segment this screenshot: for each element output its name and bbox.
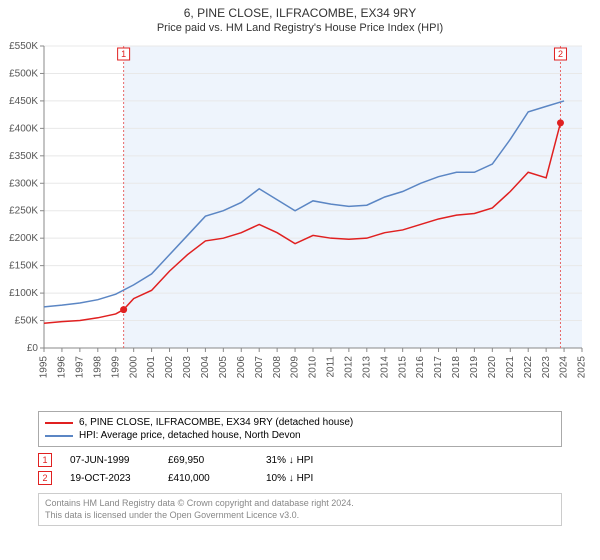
svg-text:2021: 2021 [505,356,516,379]
footer-box: Contains HM Land Registry data © Crown c… [38,493,562,526]
svg-text:2020: 2020 [487,356,498,379]
legend-swatch-blue [45,435,73,437]
svg-text:£50K: £50K [15,316,39,327]
legend-row-blue: HPI: Average price, detached house, Nort… [45,429,555,442]
legend-box: 6, PINE CLOSE, ILFRACOMBE, EX34 9RY (det… [38,411,562,447]
svg-text:2023: 2023 [541,356,552,379]
svg-text:2018: 2018 [451,356,462,379]
marker-price-1: £69,950 [168,455,248,466]
svg-text:2001: 2001 [146,356,157,379]
chart-header: 6, PINE CLOSE, ILFRACOMBE, EX34 9RY Pric… [0,0,600,34]
marker-price-2: £410,000 [168,473,248,484]
svg-text:1995: 1995 [39,356,50,379]
legend-label-red: 6, PINE CLOSE, ILFRACOMBE, EX34 9RY (det… [79,417,353,428]
svg-text:2012: 2012 [344,356,355,379]
marker-badge-2: 2 [38,471,52,485]
svg-text:£400K: £400K [9,123,38,134]
svg-text:£250K: £250K [9,206,38,217]
footer-line-2: This data is licensed under the Open Gov… [45,510,555,522]
chart-svg: £0 £50K £100K £150K £200K £250K £300K £350K £400… [0,40,600,400]
marker-badge-1: 1 [38,453,52,467]
svg-text:2024: 2024 [559,356,570,379]
svg-text:£200K: £200K [9,233,38,244]
svg-text:2000: 2000 [128,356,139,379]
svg-text:£300K: £300K [9,178,38,189]
legend-swatch-red [45,422,73,424]
svg-text:2004: 2004 [200,356,211,379]
svg-text:2006: 2006 [236,356,247,379]
svg-text:1999: 1999 [110,356,121,379]
legend-row-red: 6, PINE CLOSE, ILFRACOMBE, EX34 9RY (det… [45,416,555,429]
svg-text:1: 1 [121,49,126,59]
marker-date-1: 07-JUN-1999 [70,455,150,466]
svg-text:2007: 2007 [254,356,265,379]
svg-text:2002: 2002 [164,356,175,379]
svg-text:1996: 1996 [57,356,68,379]
svg-text:2: 2 [558,49,563,59]
chart-subtitle: Price paid vs. HM Land Registry's House … [0,22,600,34]
svg-text:2015: 2015 [397,356,408,379]
svg-text:2009: 2009 [290,356,301,379]
svg-text:£500K: £500K [9,68,38,79]
svg-text:£350K: £350K [9,151,38,162]
svg-text:£450K: £450K [9,96,38,107]
chart-title: 6, PINE CLOSE, ILFRACOMBE, EX34 9RY [0,6,600,20]
marker-row-2: 2 19-OCT-2023 £410,000 10% ↓ HPI [38,469,562,487]
svg-text:2022: 2022 [523,356,534,379]
svg-text:£150K: £150K [9,261,38,272]
footer-line-1: Contains HM Land Registry data © Crown c… [45,498,555,510]
marker-delta-2: 10% ↓ HPI [266,473,346,484]
svg-text:2003: 2003 [182,356,193,379]
svg-text:2005: 2005 [218,356,229,379]
marker-delta-1: 31% ↓ HPI [266,455,346,466]
svg-text:2019: 2019 [469,356,480,379]
svg-text:2010: 2010 [308,356,319,379]
marker-date-2: 19-OCT-2023 [70,473,150,484]
svg-text:1997: 1997 [75,356,86,379]
chart-container: 6, PINE CLOSE, ILFRACOMBE, EX34 9RY Pric… [0,0,600,560]
svg-text:1998: 1998 [92,356,103,379]
svg-text:2017: 2017 [433,356,444,379]
svg-text:£100K: £100K [9,288,38,299]
legend-label-blue: HPI: Average price, detached house, Nort… [79,430,301,441]
marker-row-1: 1 07-JUN-1999 £69,950 31% ↓ HPI [38,451,562,469]
svg-text:2008: 2008 [272,356,283,379]
svg-text:2025: 2025 [577,356,588,379]
svg-text:2011: 2011 [326,356,337,378]
svg-text:2016: 2016 [415,356,426,379]
svg-text:£0: £0 [27,343,39,354]
markers-table: 1 07-JUN-1999 £69,950 31% ↓ HPI 2 19-OCT… [38,451,562,487]
svg-text:£550K: £550K [9,41,38,52]
svg-text:2013: 2013 [361,356,372,379]
chart-area: £0 £50K £100K £150K £200K £250K £300K £350K £400… [0,40,600,405]
svg-text:2014: 2014 [379,356,390,379]
